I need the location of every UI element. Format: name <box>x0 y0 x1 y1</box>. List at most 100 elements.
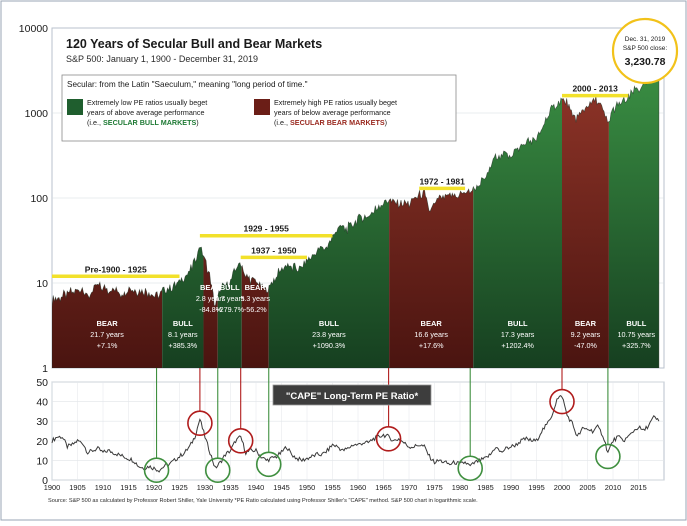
bear-legend-swatch <box>254 99 270 115</box>
x-tick-label: 1980 <box>452 483 468 492</box>
x-tick-label: 1950 <box>299 483 315 492</box>
period-years-label: 23.8 years <box>312 330 346 339</box>
x-tick-label: 1965 <box>375 483 391 492</box>
bracket-label: 1972 - 1981 <box>419 176 465 186</box>
bottom-y-tick-label: 20 <box>36 436 48 448</box>
bottom-y-axis: 0 10 20 30 40 50 <box>36 377 48 487</box>
cape-high-circle <box>375 426 402 452</box>
bull-period-band <box>608 68 659 368</box>
period-type-label: BULL <box>220 283 240 292</box>
x-tick-label: 1990 <box>503 483 519 492</box>
period-return-label: -84.8% <box>199 305 222 314</box>
period-return-label: +325.7% <box>622 341 651 350</box>
x-tick-label: 1905 <box>69 483 85 492</box>
period-type-label: BEAR <box>96 319 118 328</box>
bracket-label: 1937 - 1950 <box>251 245 297 255</box>
period-type-label: BULL <box>508 319 528 328</box>
x-tick-label: 2000 <box>554 483 570 492</box>
top-y-tick-label: 10000 <box>19 23 48 35</box>
x-tick-label: 2015 <box>630 483 646 492</box>
period-return-label: +1090.3% <box>313 341 346 350</box>
bracket-label: 1929 - 1955 <box>244 224 290 234</box>
footnote: Source: S&P 500 as calculated by Profess… <box>48 498 478 504</box>
period-type-label: BEAR <box>421 319 443 328</box>
cape-label: "CAPE" Long-Term PE Ratio* <box>272 384 432 406</box>
callout-label: S&P 500 close: <box>623 45 668 52</box>
bear-period-band <box>562 68 609 368</box>
chart-title: 120 Years of Secular Bull and Bear Marke… <box>66 37 322 51</box>
x-tick-label: 1970 <box>401 483 417 492</box>
bottom-y-tick-label: 0 <box>42 475 48 487</box>
period-type-label: BULL <box>319 319 339 328</box>
x-tick-label: 1995 <box>528 483 544 492</box>
period-return-label: +1202.4% <box>501 341 534 350</box>
period-return-label: +17.6% <box>419 341 444 350</box>
cape-high-circle <box>549 388 575 415</box>
bottom-gridlines <box>51 381 664 481</box>
x-tick-label: 2010 <box>605 483 621 492</box>
x-tick-label: 1915 <box>120 483 136 492</box>
period-type-label: BULL <box>626 319 646 328</box>
x-tick-label: 1930 <box>197 483 213 492</box>
cape-low-circle <box>457 455 484 482</box>
period-return-label: +7.1% <box>97 341 118 350</box>
price-outline <box>52 68 660 368</box>
x-tick-label: 1960 <box>350 483 366 492</box>
bull-legend-line2: years of above average performance <box>87 108 204 117</box>
bottom-y-tick-label: 50 <box>36 377 48 389</box>
period-brackets: Pre-1900 - 1925 1929 - 1955 1937 - 1950 197… <box>52 84 629 279</box>
period-years-label: 2.8 years <box>196 294 226 303</box>
bull-legend-swatch <box>67 99 83 115</box>
x-tick-label: 1920 <box>146 483 162 492</box>
period-years-label: 9.2 years <box>571 330 601 339</box>
period-years-label: 21.7 years <box>90 330 124 339</box>
x-tick-label: 1985 <box>477 483 493 492</box>
period-years-label: 10.75 years <box>618 330 656 339</box>
bottom-y-tick-label: 10 <box>36 455 48 467</box>
cape-low-circle <box>255 451 282 478</box>
period-return-label: +279.7% <box>215 305 244 314</box>
bull-legend-line1: Extremely low PE ratios usually beget <box>87 98 207 107</box>
period-type-label: BEAR <box>200 283 222 292</box>
bull-legend-line3: (i.e., SECULAR BULL MARKETS) <box>87 118 199 127</box>
callout-value: 3,230.78 <box>625 56 666 68</box>
period-years-label: 4.7 years <box>215 294 245 303</box>
top-y-axis: 1 10 100 1000 10000 <box>19 23 48 375</box>
x-tick-label: 1940 <box>248 483 264 492</box>
x-tick-label: 1955 <box>324 483 340 492</box>
period-years-label: 5.3 years <box>240 294 270 303</box>
cape-low-circle <box>204 457 231 484</box>
x-tick-label: 1925 <box>171 483 187 492</box>
cape-low-circle <box>143 457 170 484</box>
cape-extreme-circles <box>143 388 621 484</box>
definition-text: Secular: from the Latin "Saeculum," mean… <box>67 80 308 89</box>
period-return-label: -47.0% <box>574 341 597 350</box>
cape-label-text: "CAPE" Long-Term PE Ratio* <box>286 391 419 402</box>
period-years-label: 16.6 years <box>414 330 448 339</box>
cape-high-circle <box>227 427 254 454</box>
x-tick-label: 2005 <box>579 483 595 492</box>
top-y-tick-label: 1 <box>42 363 48 375</box>
bracket-label: Pre-1900 - 1925 <box>85 264 147 274</box>
top-y-tick-label: 100 <box>30 193 48 205</box>
x-tick-label: 1935 <box>222 483 238 492</box>
legend-box: Secular: from the Latin "Saeculum," mean… <box>61 74 457 142</box>
callout-date: Dec. 31, 2019 <box>625 36 666 43</box>
latest-close-callout: Dec. 31, 2019 S&P 500 close: 3,230.78 <box>611 17 679 85</box>
period-labels: BEAR 21.7 years +7.1% BULL 8.1 years +385.3% B… <box>90 283 655 350</box>
cape-high-circle <box>187 410 213 436</box>
bear-legend-line2: years of below average performance <box>274 108 391 117</box>
top-y-tick-label: 1000 <box>25 108 49 120</box>
cape-line-layer <box>51 394 660 473</box>
period-years-label: 8.1 years <box>168 330 198 339</box>
period-type-label: BEAR <box>245 283 267 292</box>
x-tick-label: 1900 <box>44 483 60 492</box>
cape-low-circle <box>595 443 621 470</box>
x-axis: 1900 1905 1910 1915 1920 1925 1930 1935 1940 1945… <box>44 483 647 492</box>
x-tick-label: 1910 <box>95 483 111 492</box>
period-return-label: -56.2% <box>244 305 267 314</box>
period-type-label: BEAR <box>575 319 597 328</box>
bear-legend-line3: (i.e., SECULAR BEAR MARKETS) <box>274 118 387 127</box>
